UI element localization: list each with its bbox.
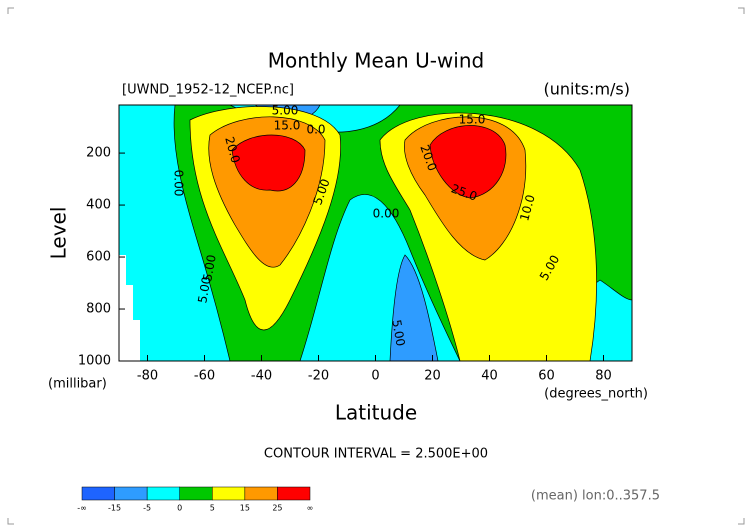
colorbar-label: 15 — [240, 504, 250, 513]
colorbar-label: 0 — [177, 504, 182, 513]
contour-label: 20.0 — [222, 135, 242, 164]
x-tick-label: -40 — [251, 369, 272, 384]
y-tick-label: 200 — [86, 146, 111, 161]
colorbar-swatch — [81, 486, 115, 501]
colorbar: -∞ -15 -5 0 5 15 25 ∞ — [77, 486, 314, 513]
x-tick-label: 20 — [424, 369, 441, 384]
colorbar-label: -15 — [108, 504, 121, 513]
colorbar-swatch — [277, 486, 311, 501]
colorbar-label: 5 — [210, 504, 215, 513]
contour-label: 0.00 — [172, 170, 186, 197]
x-axis-title: Latitude — [335, 401, 417, 425]
x-tick-label: -80 — [137, 369, 158, 384]
subtitle: [UWND_1952-12_NCEP.nc] — [122, 83, 294, 98]
colorbar-label: 25 — [272, 504, 282, 513]
y-tick-label: 800 — [86, 302, 111, 317]
y-tick-label: 400 — [86, 198, 111, 213]
y-axis-title: Level — [47, 207, 71, 260]
colorbar-label: ∞ — [307, 504, 314, 513]
contour-interval: CONTOUR INTERVAL = 2.500E+00 — [264, 447, 488, 462]
contour-label: 5.00 — [272, 104, 299, 118]
colorbar-swatch — [114, 486, 148, 501]
colorbar-swatch — [146, 486, 180, 501]
colorbar-swatch — [179, 486, 213, 501]
x-tick-label: -60 — [194, 369, 215, 384]
x-tick-label: 60 — [538, 369, 555, 384]
contour-label: 5.00 — [195, 276, 213, 305]
y-units: (millibar) — [48, 377, 107, 392]
contour-label: 0.0 — [306, 123, 325, 137]
colorbar-label: -5 — [143, 504, 151, 513]
contour-label: 10.0 — [517, 193, 537, 222]
x-tick-label: 0 — [371, 369, 379, 384]
y-tick-label: 1000 — [78, 354, 111, 369]
contour-label: 5.00 — [200, 254, 218, 283]
x-tick-label: 40 — [481, 369, 498, 384]
units: (units:m/s) — [543, 80, 630, 99]
contour-label: 5.00 — [389, 319, 407, 348]
x-tick-label: 80 — [595, 369, 612, 384]
contour-fills — [119, 105, 632, 361]
contour-label: 15.0 — [459, 113, 486, 127]
corner-marks — [7, 7, 745, 525]
colorbar-label: -∞ — [77, 504, 87, 513]
colorbar-swatch — [244, 486, 278, 501]
y-tick-label: 600 — [86, 250, 111, 265]
x-tick-label: -20 — [308, 369, 329, 384]
contour-label: 15.0 — [274, 119, 301, 133]
x-units: (degrees_north) — [544, 387, 648, 402]
chart-title: Monthly Mean U-wind — [268, 49, 484, 73]
contour-label: 0.00 — [373, 207, 400, 221]
footnote: (mean) lon:0..357.5 — [531, 489, 660, 504]
colorbar-swatch — [212, 486, 246, 501]
